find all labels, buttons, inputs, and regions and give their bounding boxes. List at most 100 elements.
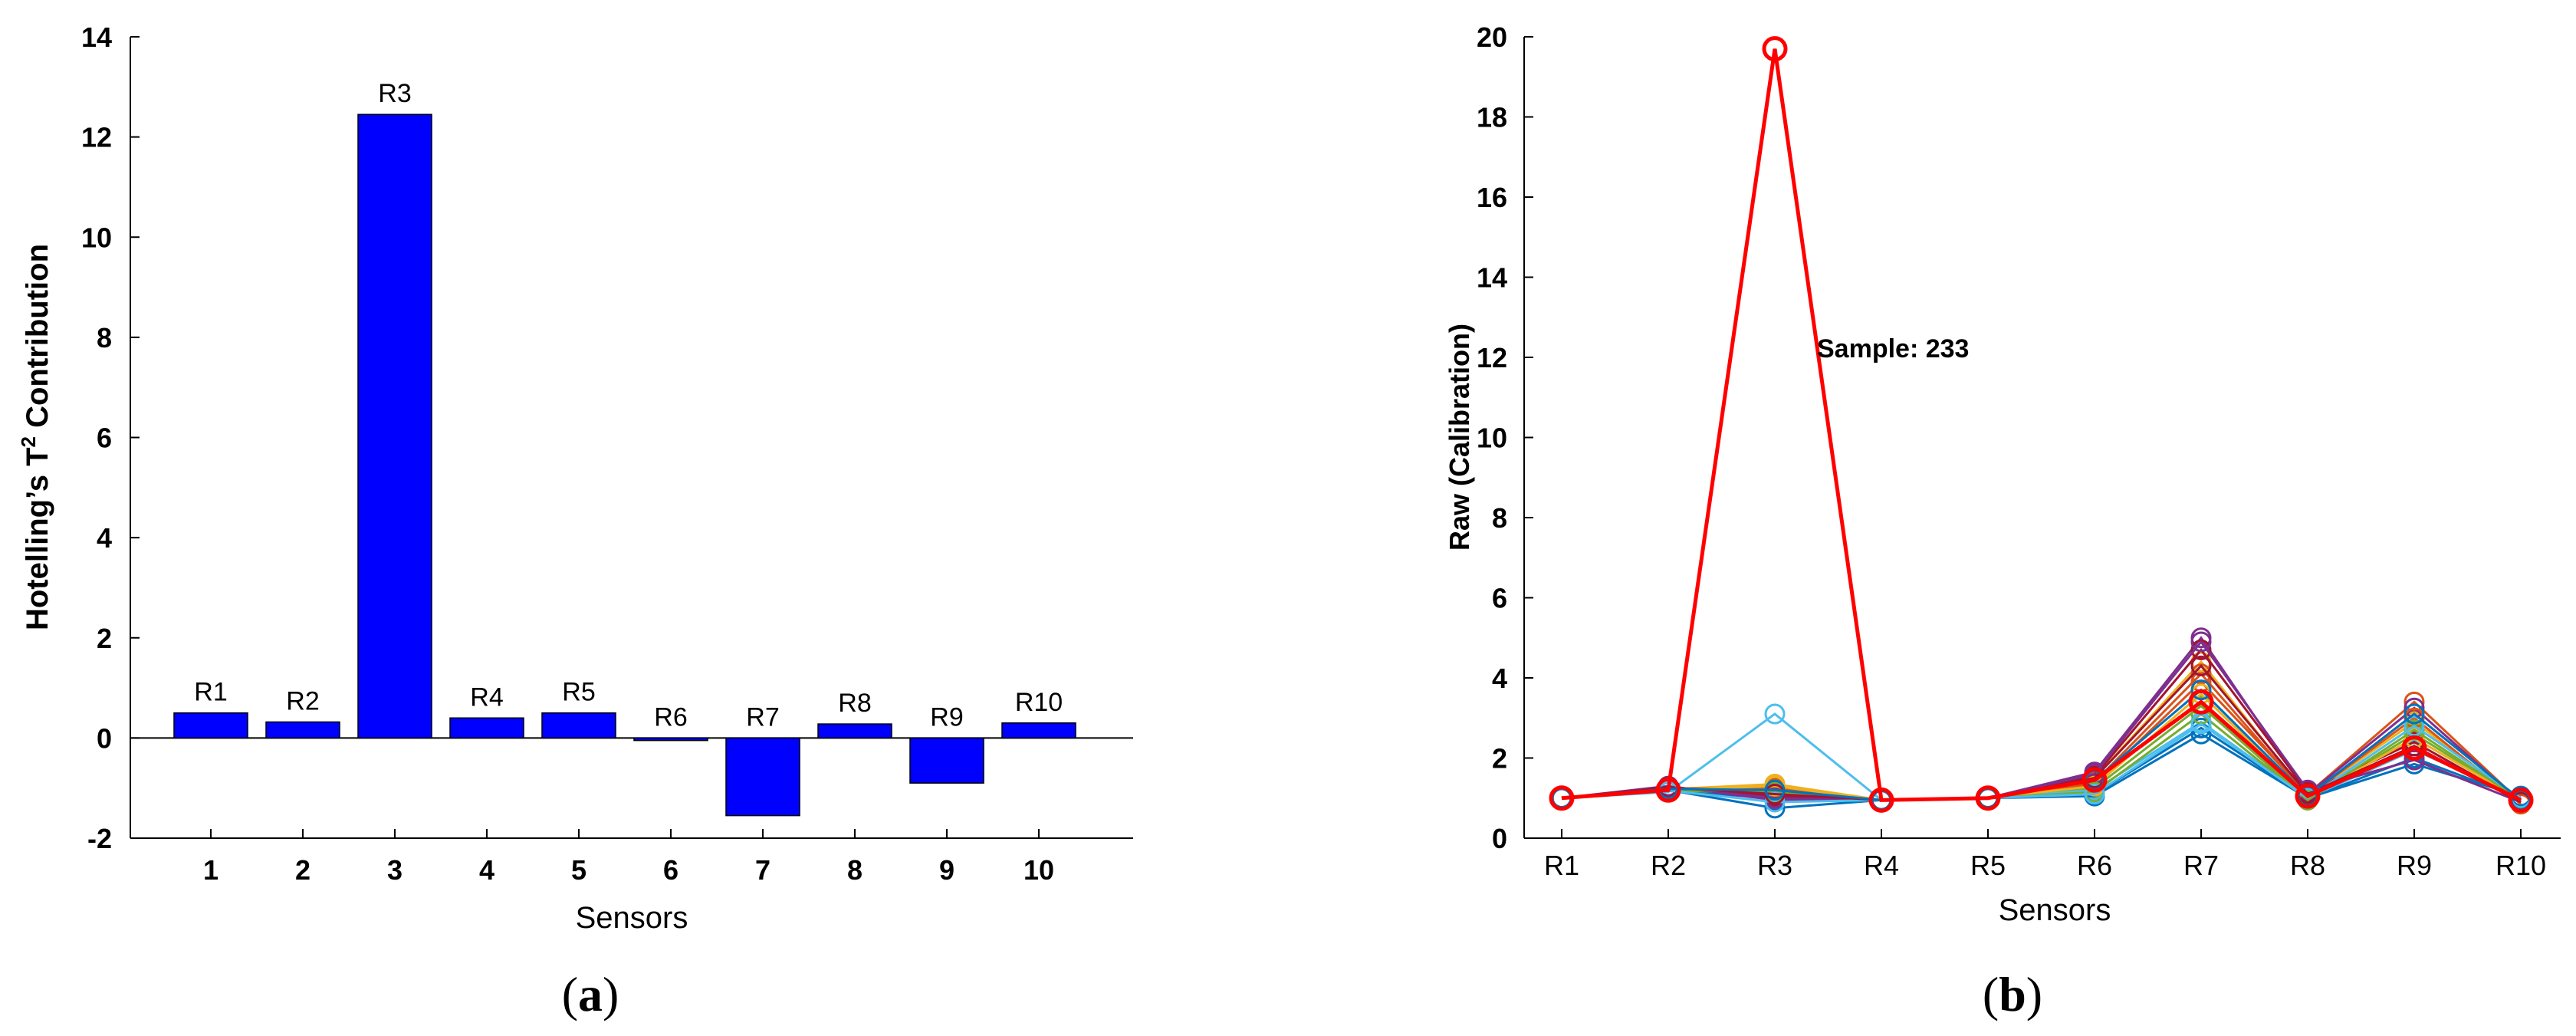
y-tick-label: -2	[87, 823, 112, 854]
bar-label: R9	[930, 702, 963, 732]
panel-caption-a: (a)	[562, 967, 619, 1021]
y-tick-group: 0 2 4 6 8 10 12 14 16 18 20	[1477, 21, 1533, 854]
caption-open-paren: (	[1983, 967, 1999, 1021]
bar-r1	[173, 712, 248, 739]
y-tick-label: 4	[97, 522, 112, 554]
bar-label: R8	[838, 689, 871, 718]
highlight-point-marker	[2508, 787, 2534, 813]
y-tick-label: 6	[97, 423, 112, 454]
bar-r10	[1001, 722, 1076, 739]
highlight-point-marker	[2188, 689, 2214, 715]
x-tick-label: R1	[1544, 850, 1579, 881]
bar-label: R2	[286, 686, 319, 715]
x-axis-title: Sensors	[576, 901, 688, 935]
y-tick-label: 12	[1477, 342, 1507, 373]
caption-close-paren: )	[603, 967, 619, 1021]
y-tick-label: 16	[1477, 182, 1507, 213]
highlight-point-marker	[1868, 787, 1894, 813]
x-tick-group: 1 2 3 4 5 6 7 8 9 10	[203, 829, 1054, 886]
highlight-point-marker	[2401, 735, 2427, 761]
y-tick-label: 10	[1477, 423, 1507, 454]
bar-label-group: R1 R2 R3 R4 R5 R6 R7 R8 R9 R10	[194, 79, 1063, 732]
caption-open-paren: (	[562, 967, 578, 1021]
caption-close-paren: )	[2026, 967, 2042, 1021]
bar-label: R3	[378, 79, 411, 108]
highlight-point-marker	[2295, 783, 2321, 809]
bar-r9	[909, 737, 984, 784]
x-tick-label: R10	[2496, 850, 2546, 881]
caption-letter: b	[1999, 967, 2026, 1021]
y-tick-label: 14	[81, 21, 112, 53]
x-tick-label: R3	[1757, 850, 1792, 881]
y-axis-title: Hotelling’s T2 Contribution	[17, 244, 54, 630]
y-axis-title-suffix: Contribution	[21, 244, 54, 436]
highlight-point-marker	[2082, 767, 2108, 793]
y-tick-label: 2	[97, 623, 112, 654]
x-tick-label: R4	[1864, 850, 1899, 881]
x-tick-label: 10	[1024, 854, 1054, 886]
y-tick-label: 0	[97, 722, 112, 754]
x-axis-title: Sensors	[1999, 893, 2111, 927]
data-point-marker	[2190, 631, 2212, 653]
x-tick-label: 9	[939, 854, 955, 886]
series-line	[1561, 659, 2522, 801]
sample-annotation: Sample: 233	[1817, 334, 1969, 363]
y-tick-group: -2 0 2 4 6 8 10 12 14	[81, 21, 140, 854]
x-tick-label: R9	[2397, 850, 2432, 881]
x-tick-label: 4	[479, 854, 495, 886]
highlight-point-marker	[1762, 36, 1788, 62]
y-axis-title: Raw (Calibration)	[1444, 324, 1475, 551]
highlight-point-marker	[1655, 777, 1681, 803]
series-calibration-4	[1551, 627, 2532, 813]
y-tick-label: 0	[1492, 823, 1507, 854]
y-axis-title-superscript: 2	[17, 436, 40, 447]
y-tick-label: 18	[1477, 102, 1507, 133]
x-tick-label: 3	[387, 854, 402, 886]
y-tick-label: 10	[81, 222, 112, 253]
x-tick-label: R6	[2077, 850, 2112, 881]
highlight-series-group	[1549, 36, 2534, 813]
data-point-marker	[1764, 791, 1786, 813]
x-tick-label: 8	[847, 854, 863, 886]
y-tick-label: 20	[1477, 21, 1507, 53]
data-point-marker	[2190, 713, 2212, 735]
data-point-marker	[2404, 691, 2425, 712]
data-point-marker	[2190, 679, 2212, 701]
y-tick-label: 12	[81, 122, 112, 153]
bar-label: R10	[1015, 688, 1063, 717]
highlight-point-marker	[1549, 785, 1575, 811]
x-tick-label: 5	[571, 854, 586, 886]
bar-label: R5	[562, 678, 595, 707]
highlight-point-marker	[1975, 785, 2001, 811]
bar-r7	[725, 737, 800, 817]
bar-r3	[357, 113, 432, 739]
data-point-marker	[1764, 703, 1786, 725]
bar-label: R4	[470, 682, 503, 712]
y-tick-label: 2	[1492, 743, 1507, 775]
panel-caption-b: (b)	[1983, 967, 2042, 1021]
y-axis-title-prefix: Hotelling’s T	[21, 448, 54, 631]
data-point-marker	[2404, 749, 2425, 771]
x-tick-label: R8	[2290, 850, 2325, 881]
y-tick-label: 14	[1477, 262, 1507, 294]
y-tick-label: 6	[1492, 583, 1507, 614]
bar-label: R6	[654, 702, 687, 732]
y-tick-label: 8	[97, 322, 112, 354]
bar-group	[173, 113, 1076, 817]
data-point-marker	[1764, 779, 1786, 801]
series-line	[1561, 692, 2522, 801]
series-line	[1561, 648, 2522, 804]
y-tick-label: 4	[1492, 663, 1507, 694]
series-line	[1561, 636, 2522, 804]
x-tick-label: R2	[1651, 850, 1686, 881]
y-tick-label: 8	[1492, 502, 1507, 534]
x-tick-label: 6	[663, 854, 678, 886]
data-point-marker	[2190, 655, 2212, 676]
bar-label: R1	[194, 678, 227, 707]
series-line	[1561, 640, 2522, 804]
caption-letter: a	[578, 967, 603, 1021]
bar-r2	[265, 721, 340, 739]
